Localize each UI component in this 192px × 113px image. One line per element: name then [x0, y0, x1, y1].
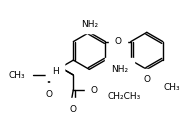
Text: O: O — [115, 37, 122, 46]
Text: O: O — [45, 89, 52, 98]
Text: N: N — [52, 63, 59, 72]
Text: O: O — [143, 74, 150, 83]
Text: O: O — [91, 86, 98, 94]
Text: NH₂: NH₂ — [81, 20, 98, 28]
Text: CH₃: CH₃ — [163, 82, 180, 91]
Text: O: O — [70, 104, 77, 113]
Text: NH₂: NH₂ — [111, 64, 128, 73]
Text: CH₃: CH₃ — [9, 71, 25, 80]
Text: H: H — [52, 66, 59, 75]
Text: CH₂CH₃: CH₂CH₃ — [107, 91, 141, 100]
